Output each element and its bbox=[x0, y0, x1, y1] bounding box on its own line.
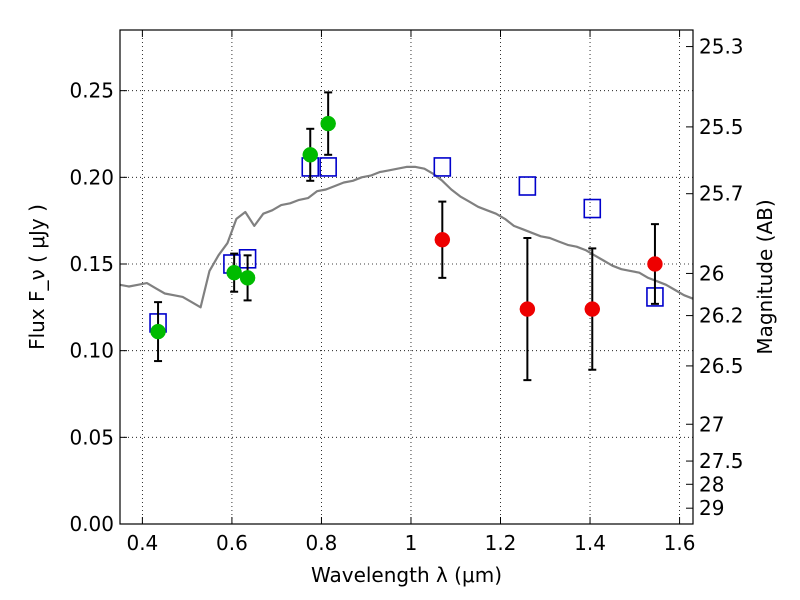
observed-point bbox=[239, 270, 256, 286]
model-spectrum-layer bbox=[119, 165, 694, 309]
observed-point bbox=[150, 323, 166, 340]
mag-tick-label: 25.5 bbox=[699, 115, 744, 139]
x-axis-title-text: Wavelength λ (μm) bbox=[311, 563, 502, 587]
observed-point bbox=[584, 301, 601, 317]
observed-point bbox=[226, 264, 242, 281]
mag-tick-label: 25.7 bbox=[699, 182, 744, 206]
mag-tick-label: 26.5 bbox=[699, 354, 744, 378]
x-tick-label: 1.4 bbox=[574, 531, 606, 555]
plot-frame bbox=[119, 29, 694, 525]
x-tick-label: 1.2 bbox=[485, 531, 517, 555]
model-spectrum-line bbox=[119, 165, 694, 309]
mag-tick-label: 28 bbox=[699, 472, 724, 496]
y-axis-title: Flux F_ν ( μJy ) bbox=[25, 204, 49, 350]
tick-label-layer: 0.4 0.6 0.8 1 1.2 1.4 1.6 0.00 0.05 0.10 0.15 0.20 0… bbox=[69, 35, 743, 555]
observed-point bbox=[320, 115, 336, 132]
tick-layer bbox=[120, 30, 693, 525]
mag-tick-label: 27.5 bbox=[699, 449, 744, 473]
x-axis-title: Wavelength λ (μm) bbox=[311, 563, 502, 587]
observed-point bbox=[647, 256, 663, 272]
model-photometry-square bbox=[319, 157, 337, 177]
grid-layer bbox=[120, 30, 693, 524]
y-tick-label: 0.15 bbox=[69, 252, 114, 276]
y-tick-label: 0.20 bbox=[69, 165, 114, 189]
y-tick-label: 0.05 bbox=[69, 425, 114, 449]
mag-tick-label: 25.3 bbox=[699, 35, 744, 59]
observed-point bbox=[519, 301, 536, 317]
x-tick-label: 0.4 bbox=[126, 531, 158, 555]
model-photometry-square bbox=[518, 176, 537, 196]
y-tick-label: 0.10 bbox=[69, 339, 114, 363]
observed-point bbox=[434, 231, 451, 248]
x-tick-label: 0.6 bbox=[216, 531, 248, 555]
mag-tick-label: 27 bbox=[699, 412, 724, 436]
model-photometry-square bbox=[433, 157, 452, 177]
mag-tick-label: 26.2 bbox=[699, 304, 744, 328]
x-tick-label: 1.6 bbox=[664, 531, 696, 555]
model-photometry-square bbox=[583, 198, 602, 219]
observed-points-layer bbox=[150, 115, 663, 340]
mag-tick-label: 29 bbox=[699, 496, 724, 520]
observed-point bbox=[302, 147, 319, 163]
x-tick-label: 0.8 bbox=[306, 531, 338, 555]
x-tick-label: 1 bbox=[405, 531, 418, 555]
mag-tick-label: 26 bbox=[699, 261, 724, 285]
y-tick-label: 0.00 bbox=[69, 512, 114, 536]
right-y-axis-title: Magnitude (AB) bbox=[753, 199, 777, 354]
y-tick-label: 0.25 bbox=[69, 79, 114, 103]
